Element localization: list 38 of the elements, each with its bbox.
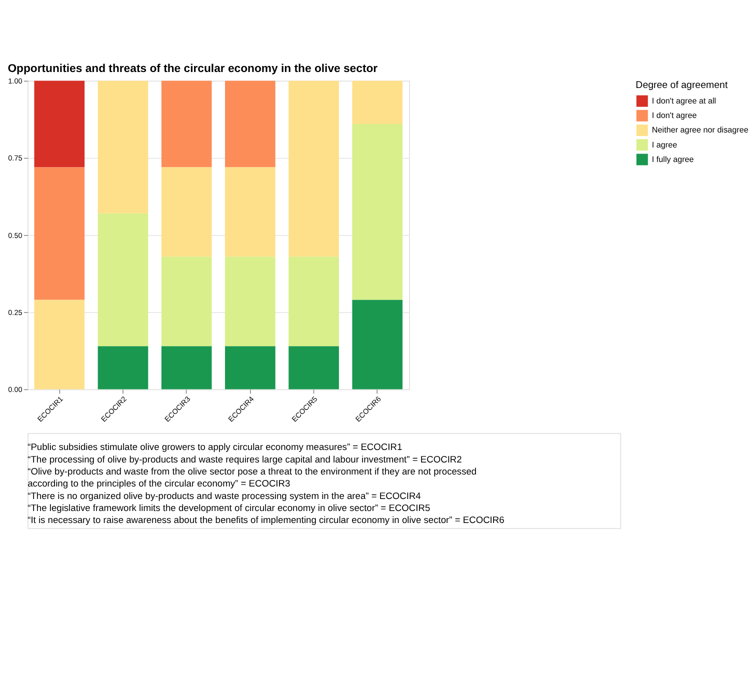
bar [161,256,212,346]
legend-label: I don't agree at all [652,96,716,106]
bar [34,167,85,300]
bar [352,124,403,300]
bar [161,167,212,257]
legend-label: Neither agree nor disagree [652,126,749,135]
bar [161,80,212,168]
y-tick-label: 0.25 [8,308,22,317]
bar [288,80,339,257]
bar [225,167,276,257]
bar [288,346,339,390]
text: “There is no organized olive by-products and waste processing system in the area” = ECOCIR4 [28,490,421,501]
legend-label: I don't agree [652,111,698,120]
y-tick-label: 1.00 [8,76,22,86]
bar [352,80,403,124]
chart-title: Opportunities and threats of the circular economy in the olive sector [8,62,378,75]
bar [225,256,276,346]
bar [98,80,148,214]
text: “The legislative framework limits the development of circular economy in olive sector” = ECOCIR5 [28,503,430,514]
bar [225,346,276,390]
legend-label: I fully agree [652,154,694,164]
bar [34,300,85,390]
text: “It is necessary to raise awareness about the benefits of implementing circular economy in olive sector” = ECOCIR6 [28,515,504,526]
legend-label: I agree [652,140,678,150]
bar [98,213,148,346]
bar [34,80,85,168]
bar [161,346,212,390]
text: “Public subsidies stimulate olive growers to apply circular economy measures” = ECOCIR1 [28,442,402,452]
legend-title: Degree of agreement [636,80,728,92]
bar [288,256,339,346]
y-tick-label: 0.00 [8,385,22,394]
bar [352,300,403,390]
bar [225,80,276,168]
bar [98,346,148,390]
y-tick-label: 0.50 [8,230,22,240]
text: “The processing of olive by-products and waste requires large capital and labour investment” = ECOCIR2 [28,454,462,464]
y-tick-label: 0.75 [8,154,22,163]
text: “Olive by-products and waste from the olive sector pose a threat to the environment if they are not processed according to the principles of the circular economy” = ECOCIR3 [28,466,477,489]
